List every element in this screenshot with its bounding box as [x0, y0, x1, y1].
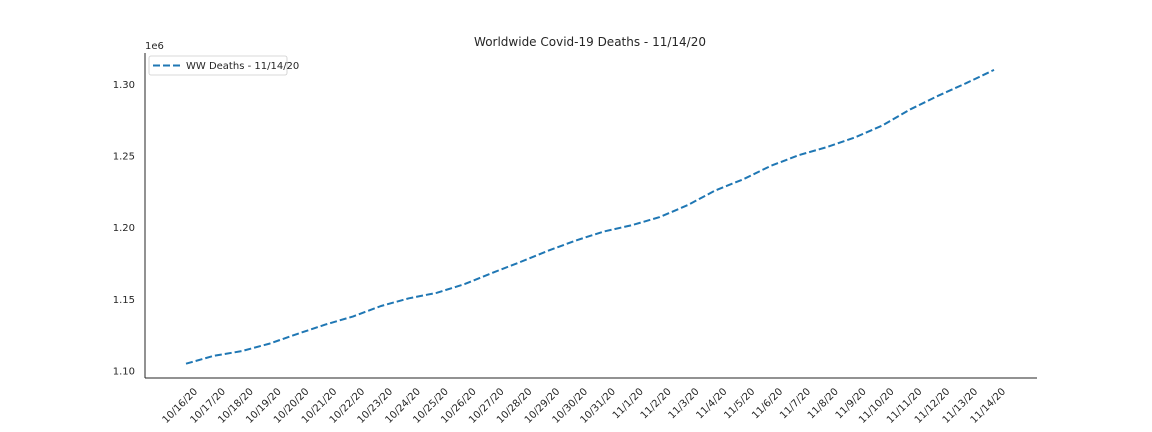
axes [144, 53, 1037, 379]
y-tick-label: 1.25 [113, 152, 135, 163]
y-tick-label: 1.15 [113, 295, 135, 306]
legend: WW Deaths - 11/14/20 [148, 55, 299, 76]
series-layer [185, 68, 995, 365]
chart-title: Worldwide Covid-19 Deaths - 11/14/20 [474, 35, 706, 49]
legend-box [148, 55, 288, 76]
y-tick-label: 1.10 [113, 366, 135, 377]
y-offset-label: 1e6 [145, 41, 164, 52]
y-tick-label: 1.30 [113, 80, 135, 91]
x-axis-ticks: 10/16/2010/17/2010/18/2010/19/2010/20/20… [161, 386, 1009, 426]
y-axis-ticks: 1.10 1.15 1.20 1.25 1.30 [113, 80, 135, 377]
series-line-ww-deaths [185, 68, 995, 365]
legend-entry-label: WW Deaths - 11/14/20 [186, 61, 299, 72]
y-tick-label: 1.20 [113, 223, 135, 234]
